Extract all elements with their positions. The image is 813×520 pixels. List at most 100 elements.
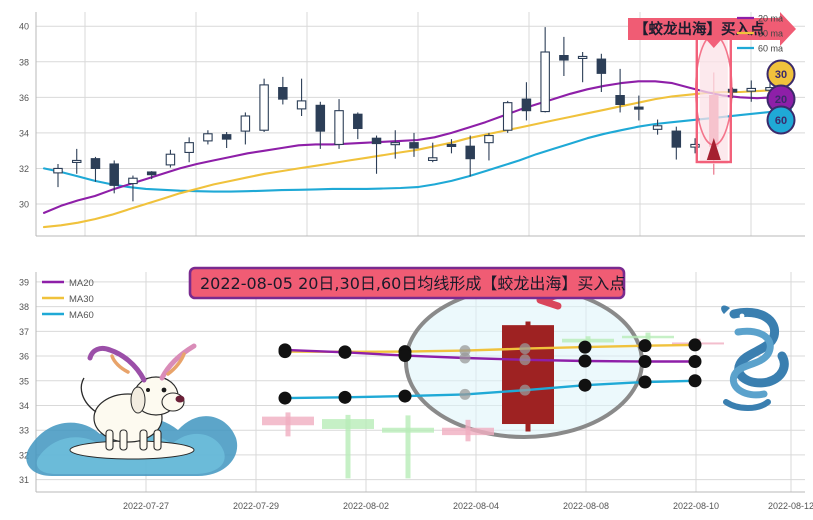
y-axis-tick-label: 36 xyxy=(19,352,29,362)
ma20-line xyxy=(284,348,695,363)
x-axis-tick-label: 2022-08-08 xyxy=(563,501,609,511)
y-axis-tick-label: 32 xyxy=(19,164,29,174)
candle-body xyxy=(622,335,674,339)
candle-body xyxy=(390,142,401,146)
candle-body xyxy=(427,157,438,161)
chart-graphic xyxy=(166,352,186,376)
bottom-annotation-banner xyxy=(188,266,626,300)
ma-badge-label: 20 xyxy=(775,94,787,106)
ma20-marker xyxy=(278,343,292,357)
ma60-marker xyxy=(338,390,352,404)
chart-graphic xyxy=(729,327,774,399)
chart-graphic xyxy=(146,388,150,392)
bottom-detail-chart: 31 32 33 34 35 36 37 38 39 2022-07-27 2022-07-29 20… xyxy=(0,262,813,520)
candle-body xyxy=(502,102,513,131)
ma60-line xyxy=(284,379,696,400)
candle-body xyxy=(442,427,494,436)
surfing-dog-icon xyxy=(26,343,238,476)
chart-graphic xyxy=(723,399,771,411)
chart-graphic xyxy=(729,308,789,388)
bottom-chart-svg: 31 32 33 34 35 36 37 38 39 2022-07-27 2022-07-29 20… xyxy=(19,266,813,511)
chart-graphic xyxy=(153,429,162,451)
candle-body xyxy=(278,87,288,100)
legend-label: MA30 xyxy=(69,294,94,305)
candle-body xyxy=(71,159,82,163)
candle-body xyxy=(240,115,251,132)
chart-graphic xyxy=(159,343,197,381)
ma30-marker xyxy=(519,343,531,355)
ma60-marker xyxy=(578,378,592,392)
candle-body xyxy=(409,142,419,149)
candle-body xyxy=(562,338,614,343)
candle-body xyxy=(315,104,326,132)
ma-badge-60 xyxy=(766,105,796,135)
legend-label: MA20 xyxy=(69,278,94,289)
candle-body xyxy=(382,427,434,433)
candle-body xyxy=(90,158,101,169)
chart-graphic xyxy=(105,429,114,451)
chart-graphic xyxy=(69,440,195,460)
ma60-marker xyxy=(398,389,412,403)
chart-graphic xyxy=(161,387,167,393)
candle-body xyxy=(540,51,550,113)
candle-body xyxy=(221,134,232,140)
chart-graphic xyxy=(139,429,148,451)
y-axis-tick-label: 32 xyxy=(19,450,29,460)
top-candlestick-chart: 30 32 34 36 38 40 【蛟龙出海】买入点 20 ma 30 ma 60 ma 30 20… xyxy=(0,0,813,252)
ma20-marker xyxy=(638,354,652,368)
chart-graphic xyxy=(739,313,745,319)
y-axis-tick-label: 38 xyxy=(19,302,29,312)
ma60-marker xyxy=(638,375,652,389)
dragon-icon xyxy=(721,305,789,411)
candle-body xyxy=(652,125,663,130)
chart-graphic xyxy=(119,429,128,451)
candle-body xyxy=(296,100,307,110)
candle-body xyxy=(259,84,269,131)
candle-body xyxy=(671,130,682,148)
candle-body xyxy=(165,153,176,166)
candle-body xyxy=(184,142,194,153)
ma60-marker xyxy=(459,388,471,400)
candle-body xyxy=(146,171,157,176)
ma20-marker xyxy=(398,349,412,363)
candle-body xyxy=(502,325,554,425)
y-axis-tick-label: 34 xyxy=(19,128,29,138)
candle-body xyxy=(334,110,344,145)
legend-label: 60 ma xyxy=(758,44,783,54)
x-axis-tick-label: 2022-08-04 xyxy=(453,501,499,511)
chart-graphic xyxy=(80,377,97,413)
y-axis-tick-label: 36 xyxy=(19,93,29,103)
y-axis-tick-label: 38 xyxy=(19,57,29,67)
legend-label: MA60 xyxy=(69,310,94,321)
chart-graphic xyxy=(175,395,185,403)
candle-body xyxy=(577,55,588,59)
ma30-marker xyxy=(578,340,592,354)
ma30-marker xyxy=(688,338,702,352)
candle-body xyxy=(128,177,138,185)
x-axis-tick-label: 2022-08-02 xyxy=(343,501,389,511)
candle-body xyxy=(322,419,374,429)
candle-body xyxy=(746,87,757,92)
y-axis-tick-label: 40 xyxy=(19,22,29,32)
candle-body xyxy=(203,133,213,142)
candle-body xyxy=(596,58,607,74)
top-annotation-banner xyxy=(628,12,796,46)
candle-body xyxy=(109,163,119,186)
ma60-marker xyxy=(519,384,531,396)
y-axis-tick-label: 35 xyxy=(19,376,29,386)
candle-body xyxy=(615,95,625,105)
ma-badge-label: 60 xyxy=(775,115,787,127)
ma20-line xyxy=(42,80,793,214)
candle-body xyxy=(53,167,63,174)
y-axis-tick-label: 37 xyxy=(19,327,29,337)
candle-body xyxy=(521,98,532,112)
chart-graphic xyxy=(721,305,730,314)
top-annotation-text: 【蛟龙出海】买入点 xyxy=(634,20,765,38)
ma20-marker xyxy=(519,354,531,366)
ma20-marker xyxy=(459,352,471,364)
ma60-marker xyxy=(278,391,292,405)
candle-body xyxy=(484,135,494,144)
x-axis-tick-label: 2022-07-29 xyxy=(233,501,279,511)
